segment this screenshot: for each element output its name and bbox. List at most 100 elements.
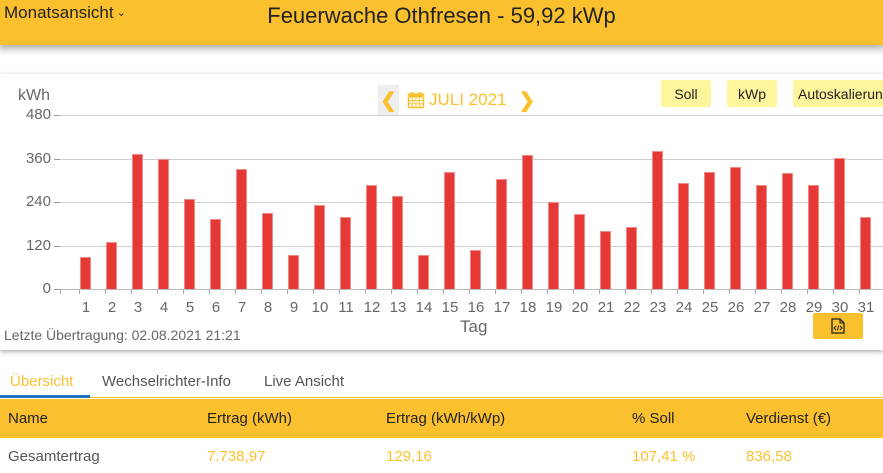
column-header-name: Name: [8, 410, 49, 427]
bar-day-31[interactable]: [860, 217, 871, 289]
x-tick-label: 22: [623, 299, 641, 316]
x-tick-label: 4: [159, 299, 169, 316]
view-mode-label: Monatsansicht: [4, 3, 114, 22]
month-label[interactable]: JULI 2021: [429, 90, 507, 109]
bar-day-25[interactable]: [704, 171, 715, 289]
tab-live-ansicht[interactable]: Live Ansicht: [264, 372, 345, 390]
bar-day-24[interactable]: [678, 183, 689, 289]
x-tick-label: 11: [338, 299, 354, 316]
x-tick-label: 8: [263, 299, 273, 316]
x-tick-mark: [703, 289, 704, 294]
x-tick-mark: [105, 289, 106, 294]
x-tick-label: 24: [675, 299, 693, 316]
x-tick-mark: [60, 289, 61, 294]
bar-day-20[interactable]: [574, 214, 585, 289]
bar-day-9[interactable]: [288, 254, 299, 289]
x-tick-label: 30: [831, 299, 849, 316]
bar-day-27[interactable]: [756, 185, 767, 289]
x-tick-label: 17: [493, 299, 511, 316]
bar-day-19[interactable]: [548, 202, 559, 289]
soll-toggle-button[interactable]: Soll: [661, 80, 711, 107]
kwp-toggle-button[interactable]: kWp: [727, 80, 777, 107]
bar-day-3[interactable]: [132, 153, 143, 289]
chevron-right-icon[interactable]: ❯: [518, 89, 536, 112]
cell-verdienst: 836,58: [746, 448, 792, 465]
bar-day-6[interactable]: [210, 219, 221, 289]
bar-day-12[interactable]: [366, 184, 377, 289]
x-tick-label: 16: [467, 299, 485, 316]
x-tick-mark: [79, 289, 80, 294]
x-tick-mark: [781, 289, 782, 294]
bar-day-16[interactable]: [470, 249, 481, 289]
x-tick-mark: [365, 289, 366, 294]
x-tick-label: 15: [441, 299, 459, 316]
tab-uebersicht[interactable]: Übersicht: [10, 372, 74, 390]
x-tick-mark: [807, 289, 808, 294]
bar-day-5[interactable]: [184, 199, 195, 289]
cell-name: Gesamtertrag: [8, 448, 100, 465]
bar-day-22[interactable]: [626, 227, 637, 289]
x-tick-label: 26: [727, 299, 745, 316]
x-tick-label: 27: [753, 299, 771, 316]
bar-day-4[interactable]: [158, 159, 169, 289]
bar-day-23[interactable]: [652, 150, 663, 289]
x-tick-mark: [859, 289, 860, 294]
x-tick-mark: [157, 289, 158, 294]
chevron-down-icon: ⌄: [116, 7, 126, 19]
bar-day-15[interactable]: [444, 172, 455, 289]
x-tick-mark: [521, 289, 522, 294]
gridline: [60, 158, 883, 160]
month-navigator: ❮ JULI 2021 ❯: [378, 85, 535, 115]
bar-day-14[interactable]: [418, 254, 429, 289]
x-tick-mark: [209, 289, 210, 294]
bar-day-29[interactable]: [808, 185, 819, 289]
x-tick-mark: [651, 289, 652, 294]
view-mode-dropdown[interactable]: Monatsansicht ⌄: [4, 3, 126, 23]
x-tick-mark: [313, 289, 314, 294]
x-tick-label: 18: [519, 299, 537, 316]
x-tick-label: 14: [415, 299, 433, 316]
bar-day-21[interactable]: [600, 231, 611, 289]
x-tick-mark: [183, 289, 184, 294]
bar-day-7[interactable]: [236, 169, 247, 289]
bar-day-30[interactable]: [834, 157, 845, 289]
bar-day-17[interactable]: [496, 179, 507, 289]
x-tick-mark: [833, 289, 834, 294]
y-tick-label: 120: [25, 236, 51, 254]
x-tick-mark: [235, 289, 236, 294]
x-tick-mark: [469, 289, 470, 294]
x-tick-mark: [599, 289, 600, 294]
x-tick-mark: [443, 289, 444, 294]
autoscale-toggle-button[interactable]: Autoskalierung: [793, 80, 883, 107]
x-tick-label: 2: [107, 299, 117, 316]
calendar-icon: [407, 92, 425, 109]
export-button[interactable]: [813, 313, 863, 339]
bar-day-26[interactable]: [730, 167, 741, 289]
x-tick-mark: [339, 289, 340, 294]
gridline: [60, 202, 883, 203]
bar-day-18[interactable]: [522, 154, 533, 289]
x-tick-mark: [547, 289, 548, 294]
bar-day-13[interactable]: [392, 196, 403, 289]
x-axis-line: [60, 289, 883, 290]
chart-card: kWh ❮ JULI 2021 ❯ Soll kWp Autoskalierun…: [0, 74, 883, 350]
table-row: Gesamtertrag 7.738,97 129,16 107,41 % 83…: [0, 440, 883, 473]
x-tick-mark: [287, 289, 288, 294]
y-tick-mark: [54, 158, 60, 160]
tab-wechselrichter-info[interactable]: Wechselrichter-Info: [102, 372, 231, 390]
bar-day-1[interactable]: [80, 257, 91, 289]
bar-day-8[interactable]: [262, 212, 273, 289]
bar-day-11[interactable]: [340, 216, 351, 289]
bar-day-10[interactable]: [314, 204, 325, 289]
x-tick-mark: [755, 289, 756, 294]
x-tick-label: 20: [571, 299, 589, 316]
x-tick-label: 29: [805, 299, 823, 316]
bar-day-28[interactable]: [782, 173, 793, 289]
y-tick-label: 480: [25, 106, 51, 123]
x-tick-mark: [417, 289, 418, 294]
bar-day-2[interactable]: [106, 241, 117, 289]
x-tick-label: 12: [363, 299, 381, 316]
column-header-verdienst: Verdienst (€): [746, 410, 832, 427]
chevron-left-icon[interactable]: ❮: [378, 85, 399, 115]
y-axis-label: kWh: [18, 87, 50, 104]
